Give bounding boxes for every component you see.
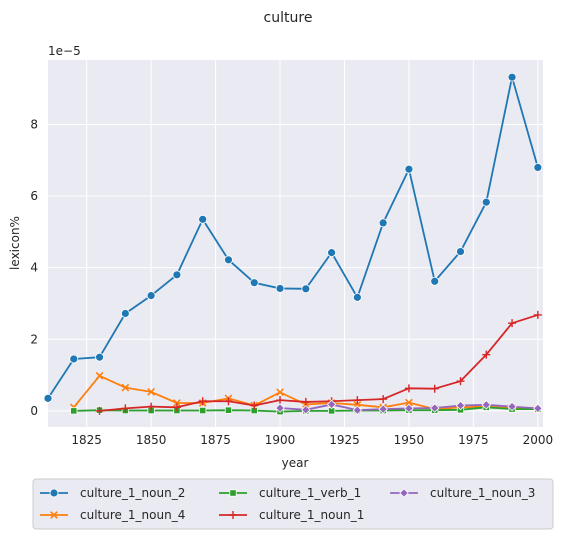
legend-label: culture_1_noun_2	[80, 486, 185, 500]
data-point	[481, 400, 492, 410]
data-point	[533, 163, 543, 172]
data-point	[275, 403, 285, 413]
series-line	[47, 76, 539, 399]
x-tick-label: 2000	[523, 433, 554, 447]
data-point	[147, 388, 155, 396]
data-point	[199, 406, 207, 415]
data-point	[301, 284, 311, 294]
data-point	[508, 319, 517, 328]
data-point	[404, 384, 413, 393]
plot-area	[48, 60, 543, 427]
legend-item: culture_1_noun_3	[390, 486, 535, 500]
data-point	[224, 406, 233, 414]
legend-marker	[229, 511, 237, 519]
data-point	[146, 291, 156, 300]
legend: culture_1_noun_2 culture_1_noun_4 culture_…	[32, 478, 554, 530]
data-point	[224, 397, 233, 406]
data-point	[224, 255, 233, 265]
data-point	[533, 403, 543, 414]
data-point	[172, 403, 181, 412]
legend-item: culture_1_noun_2	[40, 486, 185, 500]
ticks: 1825 1850 1875 1900 1925 1950 1975 2000 0 2 4 6 8	[30, 117, 553, 447]
series-line	[99, 314, 539, 412]
data-point	[250, 401, 259, 410]
legend-item: culture_1_noun_4	[40, 508, 185, 522]
data-point	[327, 248, 336, 258]
x-tick-label: 1975	[458, 433, 489, 447]
data-point	[456, 247, 465, 256]
data-point	[121, 404, 130, 413]
data-point	[95, 352, 104, 362]
data-point	[429, 403, 440, 413]
data-point	[198, 397, 207, 406]
data-point	[405, 398, 413, 407]
data-point	[456, 377, 465, 386]
data-point	[455, 400, 466, 411]
data-point	[69, 354, 79, 364]
legend-marker	[49, 488, 59, 498]
x-tick-label: 1825	[71, 433, 102, 447]
legend-marker	[399, 488, 409, 498]
y-tick-label: 6	[30, 189, 38, 203]
data-point	[379, 395, 388, 404]
data-point	[276, 388, 284, 397]
data-point	[301, 405, 311, 415]
data-point	[198, 214, 208, 224]
data-point	[95, 406, 104, 415]
data-point	[353, 396, 362, 405]
data-point	[147, 402, 156, 411]
x-tick-label: 1950	[394, 433, 425, 447]
data-point	[507, 401, 517, 412]
data-point	[275, 284, 285, 293]
data-point	[378, 404, 388, 414]
data-point	[120, 309, 130, 318]
data-point	[173, 399, 181, 407]
data-point	[70, 407, 78, 415]
x-axis-label: year	[282, 456, 309, 470]
data-point	[249, 278, 259, 288]
data-point	[507, 72, 517, 82]
data-point	[404, 164, 414, 174]
legend-box	[32, 478, 554, 530]
data-point	[482, 350, 491, 359]
data-point	[326, 399, 337, 410]
chart-title: culture	[264, 10, 313, 26]
data-point	[404, 403, 414, 414]
x-tick-label: 1925	[329, 433, 360, 447]
data-point	[121, 383, 130, 392]
legend-label: culture_1_noun_3	[430, 486, 535, 500]
legend-label: culture_1_noun_4	[80, 508, 185, 522]
data-point	[481, 197, 491, 207]
data-point	[352, 292, 362, 302]
series-layer	[43, 72, 543, 416]
legend-marker	[229, 489, 237, 497]
data-point	[301, 397, 310, 406]
y-tick-label: 2	[30, 332, 38, 346]
data-point	[378, 218, 388, 228]
series-culture_1_noun_2	[43, 72, 543, 403]
legend-label: culture_1_noun_1	[259, 508, 364, 522]
data-point	[430, 276, 440, 286]
legend-item: culture_1_verb_1	[219, 486, 361, 500]
legend-item: culture_1_noun_1	[219, 508, 364, 522]
data-point	[276, 396, 285, 405]
data-point	[533, 310, 542, 319]
data-point	[43, 393, 53, 403]
y-tick-label: 8	[30, 117, 38, 131]
data-point	[172, 270, 182, 280]
y-tick-label: 0	[30, 404, 38, 418]
x-tick-label: 1900	[265, 433, 296, 447]
data-point	[430, 384, 439, 393]
x-tick-label: 1875	[200, 433, 231, 447]
series-culture_1_noun_3	[275, 399, 543, 415]
x-tick-label: 1850	[136, 433, 167, 447]
y-tick-label: 4	[30, 261, 38, 275]
legend-label: culture_1_verb_1	[259, 486, 361, 500]
y-multiplier-label: 1e−5	[48, 44, 81, 58]
data-point	[352, 405, 363, 415]
data-point	[95, 371, 104, 380]
legend-marker	[50, 511, 58, 519]
y-axis-label: lexicon%	[8, 216, 22, 270]
